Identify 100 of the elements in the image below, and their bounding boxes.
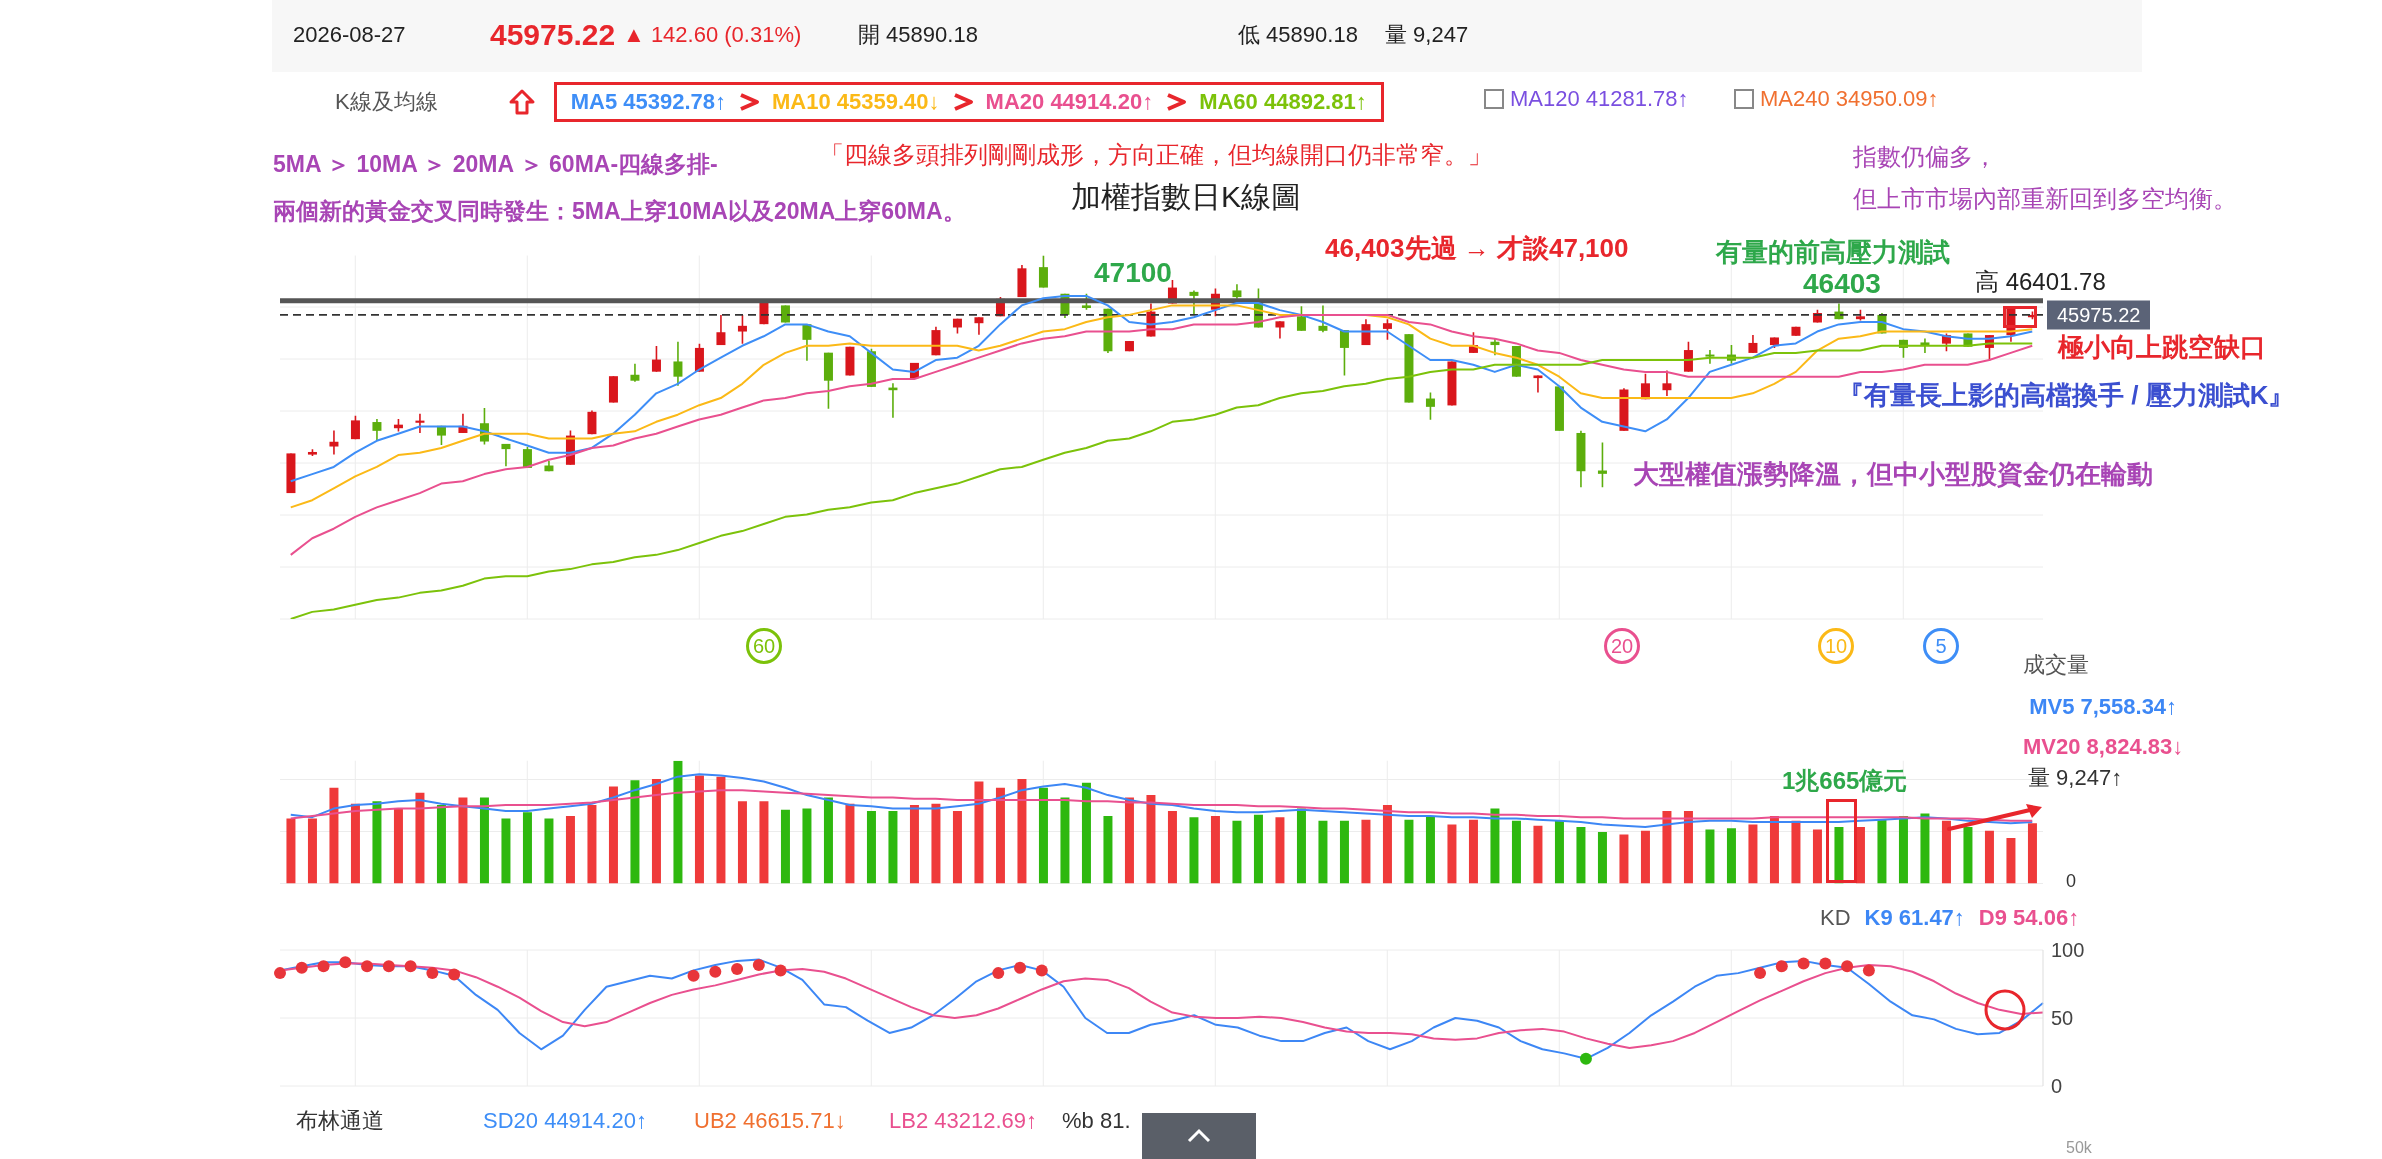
candlestick: [1662, 369, 1672, 397]
candlestick: [329, 429, 339, 456]
bar: [1253, 814, 1263, 884]
bar: [673, 760, 683, 884]
text: 2026-08-27: [293, 22, 406, 48]
bar: [802, 808, 812, 884]
candlestick: [1361, 318, 1371, 346]
bar: [1404, 819, 1414, 884]
bar: [1619, 834, 1629, 884]
candlestick: [415, 412, 425, 434]
bar: [1920, 813, 1930, 884]
annotation: 46,403先過 → 才談47,100: [1325, 231, 1629, 265]
y-tick-label: 0: [2051, 1075, 2063, 1098]
point: [1862, 964, 1875, 977]
point: [774, 964, 787, 977]
bar: [1468, 819, 1478, 884]
bar: [1748, 824, 1758, 884]
point: [1819, 957, 1832, 970]
annotation: 47100: [1094, 257, 1172, 289]
bar: [372, 801, 382, 884]
bar: [1984, 830, 1994, 884]
bar: [952, 811, 962, 884]
bar: [1296, 808, 1306, 884]
text: 布林通道: [296, 1107, 384, 1135]
bar: [1210, 815, 1220, 884]
bar: [1662, 811, 1672, 884]
bar: [608, 786, 618, 884]
chart-title: 加權指數日K線圖: [1071, 178, 1302, 215]
bar: [651, 779, 661, 884]
text: 極小向上跳空缺口: [2058, 330, 2266, 364]
bar: [1361, 819, 1371, 884]
legend-title: 成交量: [2023, 651, 2089, 679]
bar: [1038, 787, 1048, 884]
bar: [1081, 782, 1091, 884]
bar: [1877, 819, 1887, 884]
bar: [845, 803, 855, 884]
bar: [1232, 820, 1242, 884]
bar: [350, 803, 360, 884]
point: [1035, 964, 1048, 977]
bar: [694, 775, 704, 884]
frame-outline: MA5 45392.78↑ MA10 45359.40↓ MA20 44914.20↑ MA60 44892.81↑: [553, 82, 1384, 122]
candlestick: [1533, 374, 1543, 394]
bar: [307, 818, 317, 884]
bar: [458, 797, 468, 884]
point: [295, 961, 308, 974]
candlestick: [1425, 391, 1435, 421]
bar: [888, 811, 898, 884]
text: 5MA ＞ 10MA ＞ 20MA ＞ 60MA-四線多排-: [273, 149, 718, 179]
text: MA240 34950.09↑: [1760, 86, 1939, 112]
bar: [587, 804, 597, 884]
text: MA120 41281.78↑: [1510, 86, 1689, 112]
bar: [759, 801, 769, 884]
text: MV20 8,824.83↓: [2023, 734, 2184, 760]
bar: [1705, 829, 1715, 884]
bar: [1533, 825, 1543, 884]
candlestick: [1296, 305, 1306, 332]
candlestick: [694, 342, 704, 373]
bar: [1425, 815, 1435, 884]
point: [1754, 967, 1767, 980]
annotation: 1兆665億元: [1782, 766, 1908, 796]
text: 「四線多頭排列剛剛成形，方向正確，但均線開口仍非常窄。」: [820, 140, 1492, 170]
point: [1841, 960, 1854, 973]
point: [687, 969, 700, 982]
bar: [1769, 815, 1779, 884]
bar: [823, 797, 833, 884]
point: [1797, 957, 1810, 970]
text: LB2 43212.69↑: [889, 1108, 1038, 1134]
bar: [565, 815, 575, 884]
bar: [630, 780, 640, 884]
point: [426, 967, 439, 980]
candlestick: [1339, 329, 1349, 377]
bar: [1103, 815, 1113, 884]
y-tick-label: 50: [2051, 1007, 2074, 1030]
bar: [1318, 820, 1328, 884]
text: 開 45890.18: [858, 21, 978, 49]
point: [752, 958, 765, 971]
text: 60: [746, 628, 782, 664]
candlestick: [1038, 255, 1048, 289]
text: 但上市市場內部重新回到多空均衡。: [1853, 184, 2237, 214]
bar: [1941, 820, 1951, 884]
point: [709, 965, 722, 978]
bar: [436, 804, 446, 884]
text: 量 9,247: [1385, 21, 1469, 49]
bar: [1146, 795, 1156, 884]
bar: [415, 792, 425, 884]
text: ▲ 142.60 (0.31%): [623, 22, 802, 48]
point: [382, 960, 395, 973]
bar: [1511, 820, 1521, 884]
point: [1775, 960, 1788, 973]
text: 兩個新的黃金交叉同時發生：5MA上穿10MA以及20MA上穿60MA。: [273, 196, 966, 226]
bar: [1812, 829, 1822, 884]
text: %b 81.: [1062, 1108, 1131, 1134]
candlestick: [673, 340, 683, 387]
bar: [1963, 827, 1973, 884]
bar: [1640, 830, 1650, 884]
candlestick: [1318, 304, 1328, 334]
bar: [1554, 820, 1564, 884]
legend-title: KD: [1820, 905, 1851, 931]
candlestick: [1705, 349, 1715, 365]
annotation: 46403: [1803, 268, 1881, 300]
